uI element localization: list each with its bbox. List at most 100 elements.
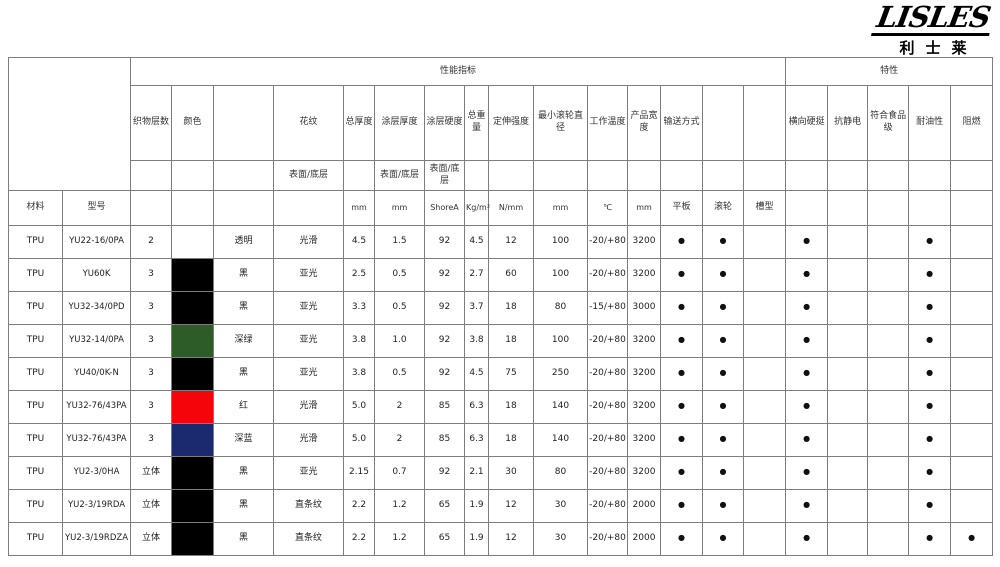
cell-total-thickness: 3.3 — [343, 291, 375, 325]
cell-lateral: ● — [785, 258, 829, 292]
dot-marker: ● — [926, 302, 934, 312]
cell-coating-thickness: 1.5 — [374, 225, 425, 259]
cell-model: YU32-76/43PA — [62, 390, 131, 424]
dot-marker: ● — [719, 533, 727, 543]
unit-mm: mm — [627, 190, 661, 226]
spec-table-body: TPU YU22-16/0PA 2 透明 光滑 4.5 1.5 92 4.5 12 100 -20/+… — [8, 225, 994, 556]
empty-cell — [273, 190, 344, 226]
empty-cell — [213, 160, 274, 191]
cell-lateral: ● — [785, 456, 829, 490]
cell-min-roller: 250 — [533, 357, 588, 391]
cell-flame: ● — [950, 522, 994, 556]
empty-cell — [343, 160, 375, 191]
cell-total-weight: 6.3 — [464, 390, 489, 424]
cell-coating-thickness: 0.5 — [374, 357, 425, 391]
cell-pattern: 亚光 — [273, 357, 344, 391]
cell-pattern: 亚光 — [273, 456, 344, 490]
table-row: TPU YU32-76/43PA 3 深蓝 光滑 5.0 2 85 6.3 18 140 -20/+8… — [8, 423, 994, 457]
cell-lateral: ● — [785, 489, 829, 523]
cell-flat: ● — [660, 357, 703, 391]
cell-trough — [742, 225, 787, 259]
cell-total-weight: 2.1 — [464, 456, 489, 490]
cell-food — [867, 390, 910, 424]
cell-tensile: 18 — [488, 291, 534, 325]
color-swatch — [171, 522, 214, 556]
cell-roller: ● — [702, 357, 744, 391]
cell-min-roller: 100 — [533, 225, 588, 259]
header-flat-plate: 平板 — [660, 190, 703, 226]
dot-marker: ● — [719, 269, 727, 279]
unit-kg-m2: Kg/m² — [464, 190, 490, 226]
cell-layers: 立体 — [130, 489, 172, 523]
cell-coating-hardness: 92 — [424, 225, 465, 259]
cell-min-roller: 100 — [533, 258, 588, 292]
header-characteristics: 特性 — [785, 57, 994, 86]
table-row: TPU YU2-3/19RDA 立体 黑直条纹 2.2 1.2 65 1.9 12 30 -20/+… — [8, 489, 994, 523]
cell-flame — [950, 390, 994, 424]
cell-material: TPU — [8, 324, 63, 358]
cell-temp: -20/+80 — [587, 357, 628, 391]
cell-pattern: 亚光 — [273, 324, 344, 358]
header-coating-hardness: 涂层硬度 — [424, 85, 465, 161]
cell-width: 3200 — [627, 390, 661, 424]
cell-flame — [950, 456, 994, 490]
empty-cell — [130, 160, 172, 191]
cell-flame — [950, 324, 994, 358]
cell-total-thickness: 3.8 — [343, 357, 375, 391]
cell-min-roller: 30 — [533, 522, 588, 556]
cell-total-thickness: 3.8 — [343, 324, 375, 358]
cell-material: TPU — [8, 390, 63, 424]
cell-model: YU40/0K-N — [62, 357, 131, 391]
header-food-grade: 符合食品级 — [867, 85, 910, 161]
cell-lateral: ● — [785, 522, 829, 556]
unit-shore-a: ShoreA — [424, 190, 465, 226]
dot-marker: ● — [719, 335, 727, 345]
cell-flat: ● — [660, 522, 703, 556]
cell-layers: 3 — [130, 423, 172, 457]
cell-food — [867, 357, 910, 391]
header-pattern-surface-bottom: 表面/底层 — [273, 160, 344, 191]
dot-marker: ● — [803, 368, 811, 378]
cell-material: TPU — [8, 522, 63, 556]
cell-lateral: ● — [785, 324, 829, 358]
color-swatch — [171, 291, 214, 325]
cell-antistatic — [827, 324, 869, 358]
header-product-width: 产品宽度 — [627, 85, 661, 161]
cell-coating-thickness: 0.5 — [374, 258, 425, 292]
cell-antistatic — [827, 291, 869, 325]
empty-cell — [213, 190, 274, 226]
cell-width: 3200 — [627, 456, 661, 490]
dot-marker: ● — [803, 434, 811, 444]
unit-celsius: ℃ — [587, 190, 628, 226]
cell-food — [867, 258, 910, 292]
cell-total-thickness: 5.0 — [343, 390, 375, 424]
header-working-temp: 工作温度 — [587, 85, 628, 161]
cell-trough — [742, 522, 787, 556]
color-swatch — [171, 456, 214, 490]
header-conveying-method: 输送方式 — [660, 85, 703, 161]
cell-color-name: 黑 — [213, 456, 274, 490]
dot-marker: ● — [803, 269, 811, 279]
cell-total-thickness: 2.5 — [343, 258, 375, 292]
cell-coating-hardness: 92 — [424, 291, 465, 325]
cell-model: YU22-16/0PA — [62, 225, 131, 259]
header-total-weight: 总重量 — [464, 85, 489, 161]
cell-antistatic — [827, 258, 869, 292]
dot-marker: ● — [678, 269, 685, 279]
cell-total-weight: 4.5 — [464, 225, 489, 259]
cell-min-roller: 140 — [533, 423, 588, 457]
dot-marker: ● — [678, 500, 685, 510]
dot-marker: ● — [678, 467, 685, 477]
empty-cell — [587, 160, 628, 191]
cell-trough — [742, 489, 787, 523]
cell-pattern: 光滑 — [273, 423, 344, 457]
dot-marker: ● — [926, 401, 934, 411]
dot-marker: ● — [678, 335, 685, 345]
cell-min-roller: 30 — [533, 489, 588, 523]
color-swatch — [171, 423, 214, 457]
cell-color-name: 黑 — [213, 489, 274, 523]
cell-material: TPU — [8, 357, 63, 391]
cell-color-name: 黑 — [213, 258, 274, 292]
cell-pattern: 亚光 — [273, 258, 344, 292]
